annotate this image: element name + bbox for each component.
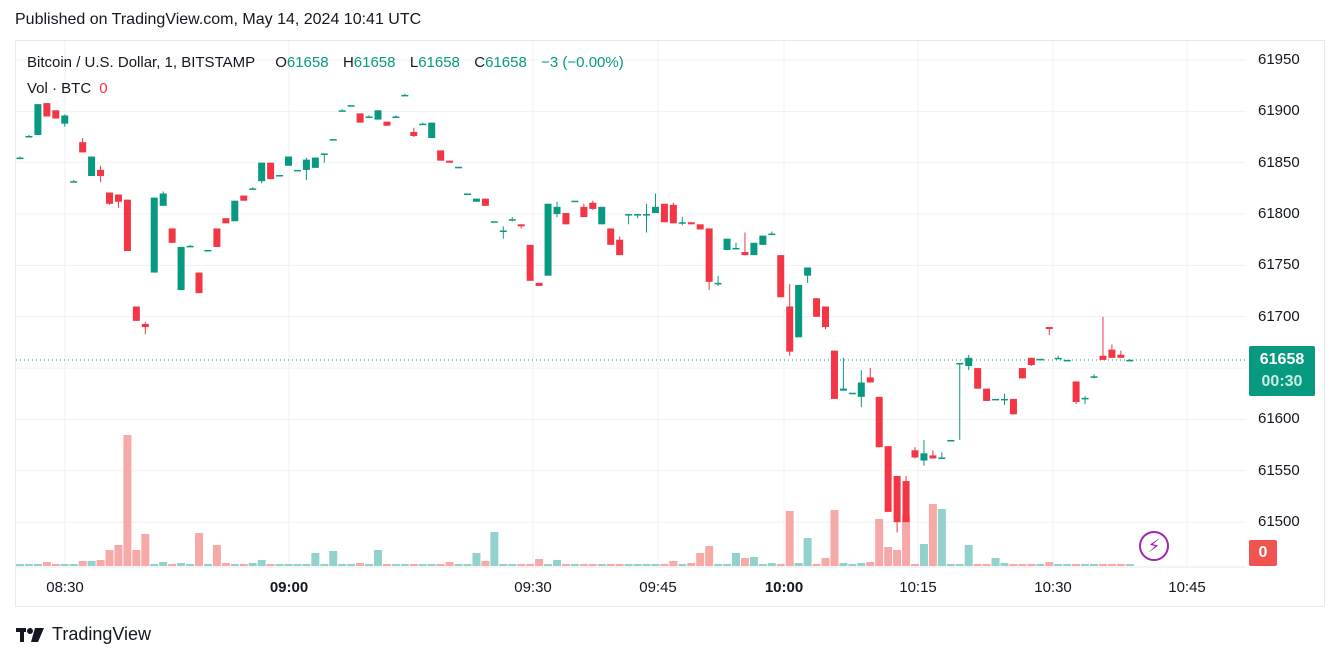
volume-legend: Vol · BTC 0 bbox=[27, 80, 108, 97]
high-label: H bbox=[342, 54, 354, 71]
brand-name: TradingView bbox=[52, 624, 152, 644]
price-tick-label: 61750 bbox=[1258, 256, 1300, 274]
price-tick-label: 61700 bbox=[1258, 307, 1300, 325]
time-tick-label: 08:30 bbox=[46, 579, 84, 596]
high-value: 61658 bbox=[353, 54, 396, 71]
symbol-title[interactable]: Bitcoin / U.S. Dollar, 1, BITSTAMP bbox=[27, 54, 255, 71]
close-value: 61658 bbox=[485, 54, 527, 71]
price-tick-label: 61550 bbox=[1258, 461, 1300, 479]
candles bbox=[16, 93, 1134, 533]
price-tick-label: 61850 bbox=[1258, 153, 1300, 171]
time-tick-label: 10:00 bbox=[764, 579, 804, 596]
bar-countdown: 00:30 bbox=[1261, 373, 1303, 390]
open-value: 61658 bbox=[286, 54, 329, 71]
time-tick-label: 09:45 bbox=[639, 579, 677, 596]
lightning-bolt-icon[interactable]: ⚡ bbox=[1139, 531, 1169, 561]
time-tick-label: 09:30 bbox=[514, 579, 552, 596]
volume-label[interactable]: Vol · BTC bbox=[27, 80, 92, 97]
last-price-tag: 61658 00:30 bbox=[1249, 346, 1315, 396]
volume-value: 0 bbox=[99, 80, 108, 97]
time-tick-label: 09:00 bbox=[269, 579, 309, 596]
volume-tag: 0 bbox=[1249, 540, 1277, 566]
time-tick-label: 10:15 bbox=[899, 579, 937, 596]
change-value: −3 (−0.00%) bbox=[541, 54, 624, 71]
low-label: L bbox=[409, 54, 419, 71]
chart-frame bbox=[15, 40, 1325, 607]
open-label: O bbox=[275, 54, 287, 71]
published-caption: Published on TradingView.com, May 14, 20… bbox=[15, 11, 422, 28]
price-tick-label: 61500 bbox=[1258, 513, 1300, 531]
grid-lines bbox=[16, 41, 1246, 568]
tradingview-logo-icon bbox=[16, 627, 44, 642]
last-price-value: 61658 bbox=[1259, 351, 1305, 368]
time-tick-label: 10:30 bbox=[1034, 579, 1072, 596]
price-tick-label: 61950 bbox=[1258, 51, 1300, 68]
price-tick-label: 61800 bbox=[1258, 205, 1300, 223]
price-tick-label: 61900 bbox=[1258, 102, 1300, 120]
time-tick-label: 10:45 bbox=[1168, 579, 1206, 596]
low-value: 61658 bbox=[418, 54, 460, 71]
price-tick-label: 61600 bbox=[1258, 410, 1300, 428]
tradingview-logo[interactable]: TradingView bbox=[16, 624, 151, 645]
close-label: C bbox=[474, 54, 486, 71]
chart-legend: Bitcoin / U.S. Dollar, 1, BITSTAMP O6165… bbox=[27, 54, 624, 71]
volume-bars bbox=[16, 435, 1134, 566]
